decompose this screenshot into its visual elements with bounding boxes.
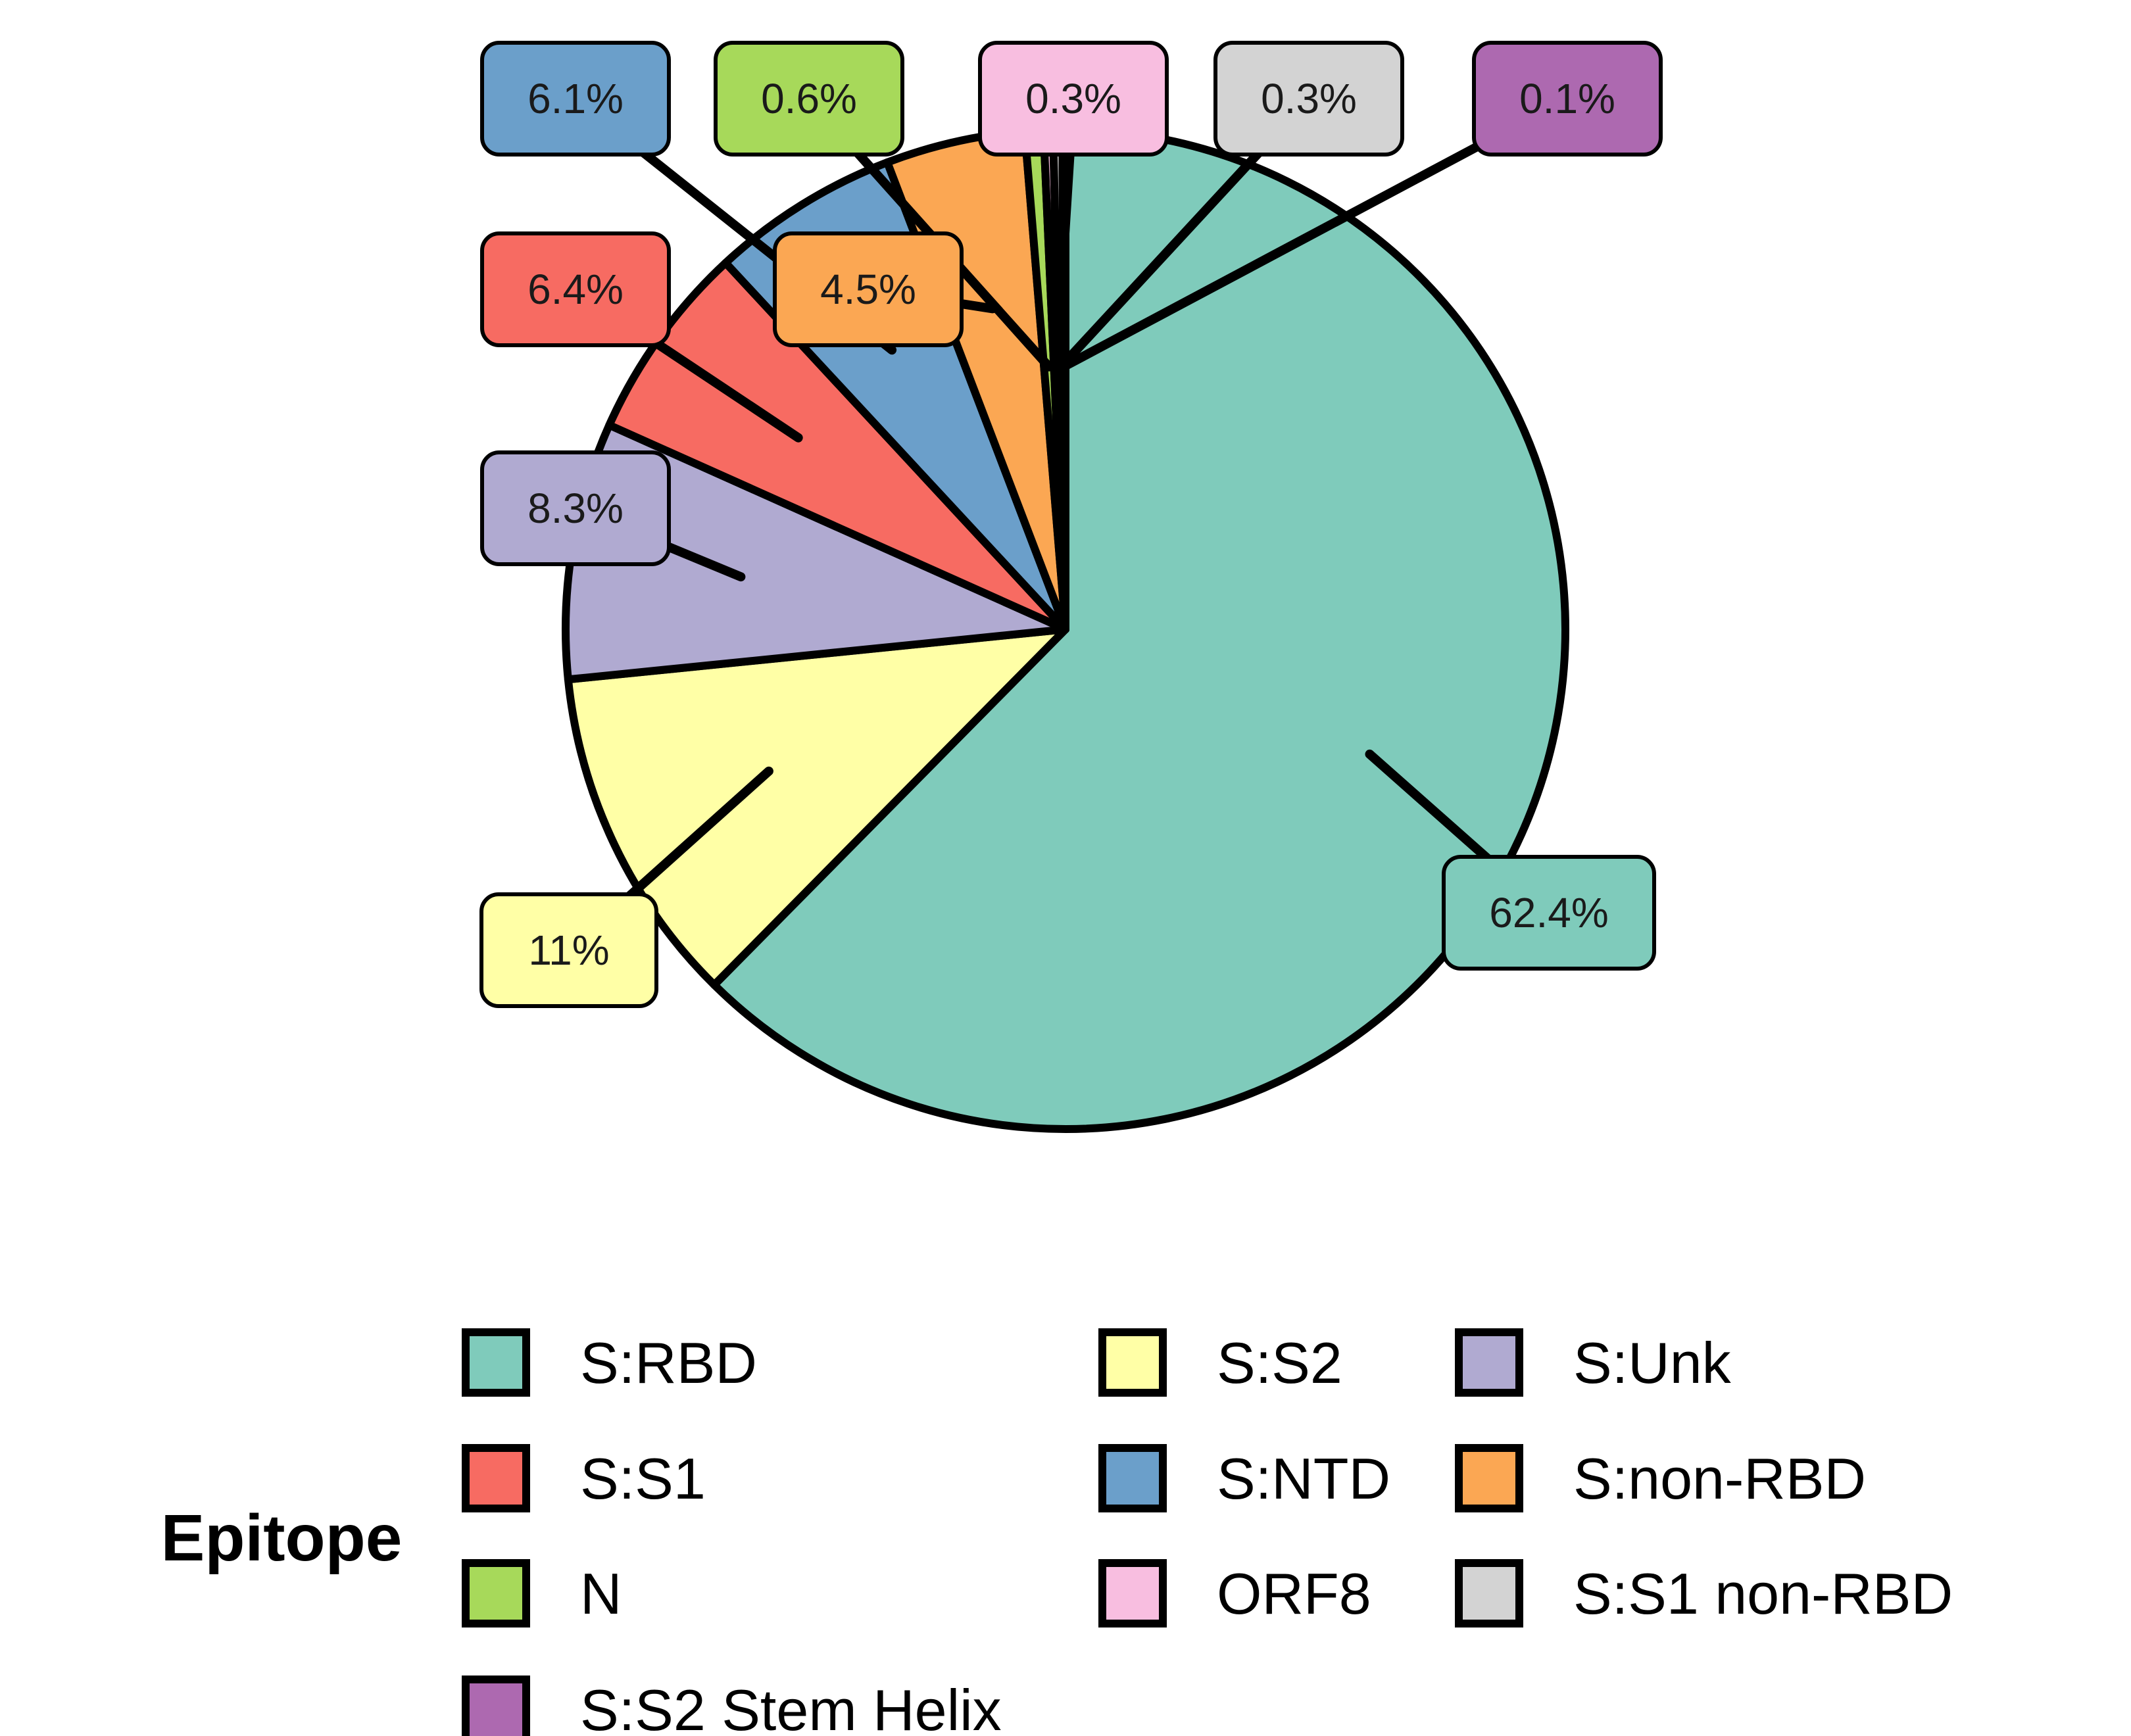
legend-key-s-rbd	[462, 1328, 530, 1397]
slice-s-rbd	[710, 126, 1569, 1133]
legend-label-s-s1: S:S1	[580, 1446, 706, 1511]
data-label-s-s1-non-rbd: 0.3%	[1261, 75, 1357, 122]
label-box-s-ntd	[480, 41, 671, 157]
legend-key-s-s1	[462, 1444, 530, 1512]
label-box-s-rbd	[1442, 855, 1656, 971]
legend-key-s-ntd	[1098, 1444, 1167, 1512]
legend-label-s-s2: S:S2	[1217, 1330, 1342, 1395]
label-box-s-s1	[480, 231, 671, 347]
data-label-s-s2: 11%	[528, 927, 609, 974]
legend-label-s-s2-stem-helix: S:S2 Stem Helix	[580, 1677, 1002, 1736]
data-label-s-ntd: 6.1%	[527, 75, 624, 122]
legend-key-orf8	[1098, 1559, 1167, 1628]
legend-key-n	[462, 1559, 530, 1628]
legend-key-s-s2	[1098, 1328, 1167, 1397]
pie-slices	[562, 126, 1569, 1133]
data-label-s-s2-stem-helix: 0.1%	[1519, 75, 1615, 122]
legend-key-s-non-rbd	[1455, 1444, 1523, 1512]
legend-label-n: N	[580, 1561, 622, 1626]
slice-s-s2	[564, 625, 1069, 989]
data-label-s-non-rbd: 4.5%	[820, 266, 916, 313]
legend-title: Epitope	[161, 1501, 403, 1575]
label-box-s-s2	[479, 892, 658, 1008]
data-label-n: 0.6%	[761, 75, 857, 122]
legend-label-s-s1-non-rbd: S:S1 non-RBD	[1573, 1561, 1953, 1626]
legend-label-s-ntd: S:NTD	[1217, 1446, 1390, 1511]
label-box-s-unk	[480, 450, 671, 566]
legend: Epitope S:RBD S:S2 S:Unk S:S1 S:NTD S:non-RBD…	[161, 1328, 1953, 1736]
label-box-n	[714, 41, 904, 157]
slice-labels: 62.4% 11% 8.3% 6.4% 6.1% 4.5% 0.6% 0.3% 0.3% 0.1%	[479, 41, 1663, 1008]
legend-key-s-s2-stem-helix	[462, 1676, 530, 1736]
label-box-s-s1-non-rbd	[1213, 41, 1404, 157]
data-label-s-unk: 8.3%	[527, 485, 624, 532]
data-label-s-rbd: 62.4%	[1489, 889, 1608, 936]
legend-label-s-rbd: S:RBD	[580, 1330, 757, 1395]
legend-label-orf8: ORF8	[1217, 1561, 1371, 1626]
data-label-s-s1: 6.4%	[527, 266, 624, 313]
legend-key-s-s1-non-rbd	[1455, 1559, 1523, 1628]
data-label-orf8: 0.3%	[1025, 75, 1121, 122]
legend-label-s-unk: S:Unk	[1573, 1330, 1732, 1395]
label-box-s-s2-stem-helix	[1472, 41, 1663, 157]
legend-key-s-unk	[1455, 1328, 1523, 1397]
label-box-orf8	[978, 41, 1169, 157]
label-box-s-non-rbd	[773, 231, 964, 347]
legend-label-s-non-rbd: S:non-RBD	[1573, 1446, 1866, 1511]
